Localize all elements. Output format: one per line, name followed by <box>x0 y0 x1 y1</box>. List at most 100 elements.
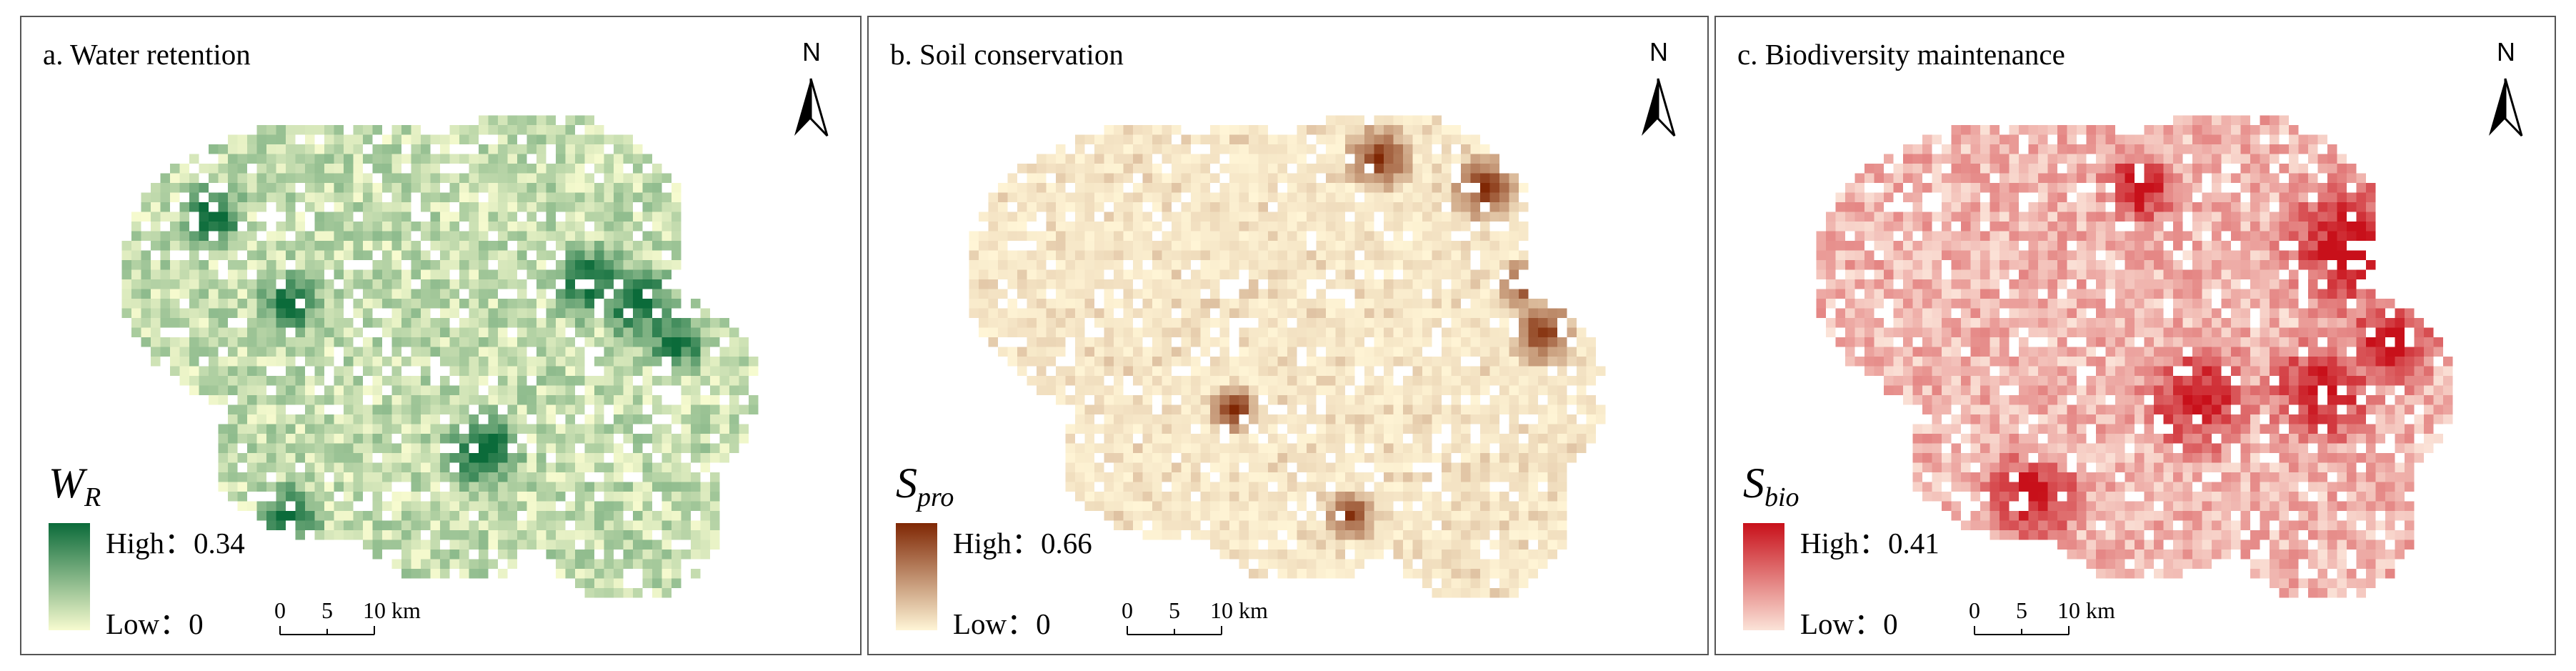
grid-cell <box>575 318 585 328</box>
grid-cell <box>2260 202 2270 212</box>
grid-cell <box>1239 424 1249 434</box>
grid-cell <box>170 260 180 270</box>
grid-cell <box>1499 289 1509 299</box>
grid-cell <box>1374 299 1384 309</box>
grid-cell <box>1528 376 1538 386</box>
grid-cell <box>565 154 575 164</box>
grid-cell <box>1489 327 1499 337</box>
grid-cell <box>1037 385 1047 395</box>
grid-cell <box>1162 231 1172 241</box>
grid-cell <box>575 327 585 337</box>
grid-cell <box>1114 164 1124 174</box>
grid-cell <box>1374 241 1384 251</box>
grid-cell <box>179 260 189 270</box>
grid-cell <box>1442 414 1452 424</box>
grid-cell <box>1567 443 1577 453</box>
grid-cell <box>401 318 411 328</box>
grid-cell <box>344 424 354 434</box>
grid-cell <box>556 308 566 318</box>
grid-cell <box>266 144 276 154</box>
grid-cell <box>382 279 392 289</box>
grid-cell <box>1335 202 1345 212</box>
grid-cell <box>1200 164 1210 174</box>
grid-cell <box>1277 511 1287 521</box>
grid-cell <box>488 472 498 482</box>
grid-cell <box>633 511 643 521</box>
grid-cell <box>141 289 151 299</box>
grid-cell <box>1942 192 1952 202</box>
grid-cell <box>391 212 401 222</box>
grid-cell <box>1114 395 1124 405</box>
grid-cell <box>1345 260 1355 270</box>
grid-cell <box>305 125 315 135</box>
grid-cell <box>2154 134 2164 144</box>
grid-cell <box>363 540 373 550</box>
grid-cell <box>421 260 431 270</box>
grid-cell <box>1432 299 1442 309</box>
grid-cell <box>324 337 334 347</box>
grid-cell <box>594 414 604 424</box>
grid-cell <box>1422 222 1432 232</box>
grid-cell <box>151 299 161 309</box>
grid-cell <box>1461 530 1471 540</box>
grid-cell <box>1922 154 1932 164</box>
grid-cell <box>449 279 459 289</box>
grid-cell <box>1499 173 1509 183</box>
grid-cell <box>2182 125 2192 135</box>
grid-cell <box>382 453 392 463</box>
grid-cell <box>1268 395 1278 405</box>
grid-cell <box>1345 569 1355 579</box>
grid-cell <box>2105 192 2115 202</box>
grid-cell <box>1249 376 1259 386</box>
grid-cell <box>594 462 604 472</box>
grid-cell <box>1200 269 1210 279</box>
grid-cell <box>536 125 546 135</box>
grid-cell <box>1104 327 1114 337</box>
grid-cell <box>584 559 594 569</box>
grid-cell <box>314 337 324 347</box>
grid-cell <box>1489 462 1499 472</box>
grid-cell <box>2270 212 2280 222</box>
grid-cell <box>1374 134 1384 144</box>
grid-cell <box>314 501 324 511</box>
grid-cell <box>1037 260 1047 270</box>
grid-cell <box>1528 482 1538 492</box>
grid-cell <box>247 414 257 424</box>
grid-cell <box>2317 222 2327 232</box>
grid-cell <box>1922 183 1932 193</box>
grid-cell <box>584 337 594 347</box>
grid-cell <box>247 231 257 241</box>
grid-cell <box>334 414 344 424</box>
grid-cell <box>1316 308 1326 318</box>
grid-cell <box>2028 183 2038 193</box>
grid-cell <box>256 250 266 260</box>
grid-cell <box>1297 385 1307 395</box>
grid-cell <box>1258 260 1268 270</box>
grid-cell <box>314 492 324 502</box>
grid-cell <box>247 144 257 154</box>
grid-cell <box>411 395 421 405</box>
grid-cell <box>1200 434 1210 444</box>
grid-cell <box>1007 260 1017 270</box>
grid-cell <box>286 222 296 232</box>
grid-cell <box>1152 164 1162 174</box>
grid-cell <box>1172 462 1182 472</box>
grid-cell <box>2019 154 2029 164</box>
grid-cell <box>1268 192 1278 202</box>
grid-cell <box>575 404 585 414</box>
grid-cell <box>1104 183 1114 193</box>
grid-cell <box>1432 134 1442 144</box>
grid-cell <box>614 588 624 598</box>
grid-cell <box>1326 376 1336 386</box>
grid-cell <box>1037 308 1047 318</box>
grid-cell <box>498 376 508 386</box>
grid-cell <box>247 453 257 463</box>
grid-cell <box>1268 453 1278 463</box>
grid-cell <box>1307 395 1317 405</box>
grid-cell <box>247 250 257 260</box>
grid-cell <box>469 376 479 386</box>
grid-cell <box>526 492 536 502</box>
grid-cell <box>469 164 479 174</box>
grid-cell <box>1326 530 1336 540</box>
grid-cell <box>1970 222 1980 232</box>
